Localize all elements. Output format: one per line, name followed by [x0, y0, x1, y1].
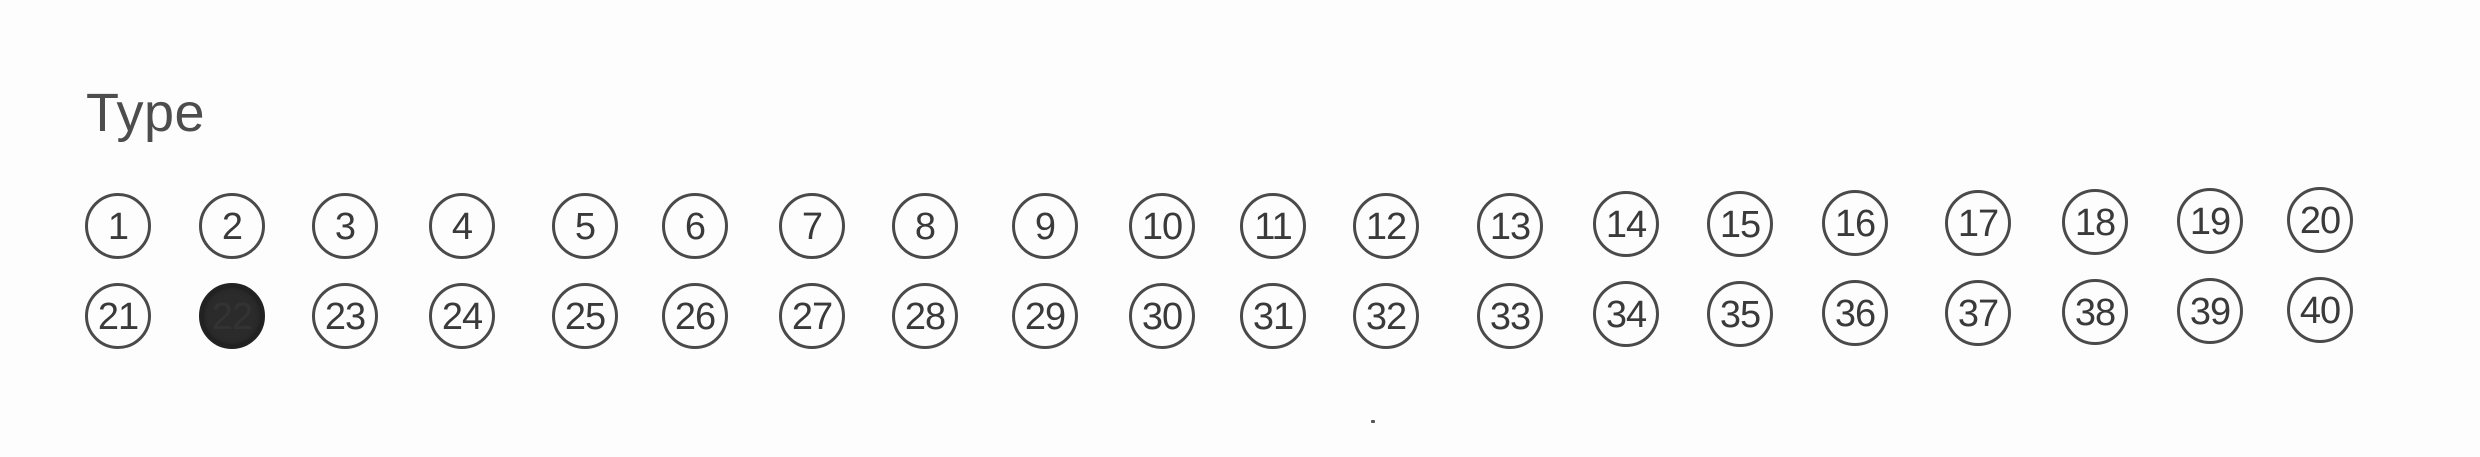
bubble-label: 32 [1365, 295, 1407, 338]
bubble-option[interactable]: 6 [662, 193, 728, 259]
bubble-option[interactable]: 9 [1012, 193, 1078, 259]
bubble-option[interactable]: 16 [1822, 190, 1888, 256]
bubble-label: 14 [1605, 203, 1647, 246]
bubble-label: 28 [904, 295, 946, 338]
bubble-label: 36 [1834, 292, 1876, 335]
bubble-label: 34 [1605, 293, 1647, 336]
bubble-label: 10 [1141, 205, 1183, 248]
stray-pencil-mark [1371, 420, 1375, 423]
bubble-option[interactable]: 20 [2287, 187, 2353, 253]
bubble-label: 24 [441, 295, 483, 338]
bubble-option[interactable]: 22 [199, 283, 265, 349]
bubble-option[interactable]: 30 [1129, 283, 1195, 349]
bubble-option[interactable]: 17 [1945, 190, 2011, 256]
bubble-option[interactable]: 26 [662, 283, 728, 349]
bubble-label: 8 [914, 205, 936, 248]
bubble-label: 35 [1719, 293, 1761, 336]
bubble-label: 4 [451, 205, 473, 248]
bubble-option[interactable]: 32 [1353, 283, 1419, 349]
bubble-option[interactable]: 29 [1012, 283, 1078, 349]
bubble-option[interactable]: 38 [2062, 279, 2128, 345]
bubble-option[interactable]: 31 [1240, 283, 1306, 349]
bubble-option[interactable]: 24 [429, 283, 495, 349]
bubble-label: 25 [564, 295, 606, 338]
bubble-label: 20 [2299, 199, 2341, 242]
bubble-option[interactable]: 2 [199, 193, 265, 259]
bubble-label: 33 [1489, 295, 1531, 338]
bubble-option[interactable]: 27 [779, 283, 845, 349]
bubble-label: 31 [1252, 295, 1294, 338]
bubble-label: 5 [574, 205, 596, 248]
bubble-option[interactable]: 36 [1822, 280, 1888, 346]
bubble-label: 39 [2189, 290, 2231, 333]
bubble-label: 22 [211, 295, 253, 338]
bubble-label: 38 [2074, 291, 2116, 334]
bubble-label: 17 [1957, 202, 1999, 245]
bubble-row-1: 1 2 3 4 5 6 7 8 9 10 11 12 13 14 15 16 1… [0, 187, 2480, 269]
bubble-option[interactable]: 7 [779, 193, 845, 259]
bubble-option[interactable]: 37 [1945, 280, 2011, 346]
section-title: Type [86, 83, 206, 143]
bubble-option[interactable]: 5 [552, 193, 618, 259]
bubble-option[interactable]: 10 [1129, 193, 1195, 259]
bubble-label: 37 [1957, 292, 1999, 335]
bubble-label: 21 [97, 295, 139, 338]
bubble-label: 18 [2074, 201, 2116, 244]
bubble-option[interactable]: 4 [429, 193, 495, 259]
bubble-label: 23 [324, 295, 366, 338]
bubble-row-2: 21 22 23 24 25 26 27 28 29 30 31 32 33 3… [0, 277, 2480, 359]
bubble-label: 29 [1024, 295, 1066, 338]
bubble-option[interactable]: 1 [85, 193, 151, 259]
bubble-option[interactable]: 13 [1477, 193, 1543, 259]
bubble-label: 3 [334, 205, 356, 248]
bubble-option[interactable]: 33 [1477, 283, 1543, 349]
bubble-label: 11 [1254, 205, 1292, 248]
bubble-option[interactable]: 25 [552, 283, 618, 349]
bubble-label: 6 [684, 205, 706, 248]
bubble-option[interactable]: 40 [2287, 277, 2353, 343]
bubble-option[interactable]: 28 [892, 283, 958, 349]
bubble-label: 26 [674, 295, 716, 338]
bubble-label: 12 [1365, 205, 1407, 248]
bubble-label: 9 [1034, 205, 1056, 248]
bubble-option[interactable]: 11 [1240, 193, 1306, 259]
bubble-label: 16 [1834, 202, 1876, 245]
bubble-option[interactable]: 34 [1593, 281, 1659, 347]
bubble-option[interactable]: 19 [2177, 188, 2243, 254]
bubble-label: 2 [221, 205, 243, 248]
bubble-option[interactable]: 18 [2062, 189, 2128, 255]
bubble-label: 27 [791, 295, 833, 338]
bubble-label: 13 [1489, 205, 1531, 248]
bubble-label: 19 [2189, 200, 2231, 243]
bubble-option[interactable]: 21 [85, 283, 151, 349]
bubble-label: 15 [1719, 203, 1761, 246]
bubble-option[interactable]: 39 [2177, 278, 2243, 344]
bubble-label: 1 [107, 205, 129, 248]
bubble-option[interactable]: 14 [1593, 191, 1659, 257]
bubble-option[interactable]: 15 [1707, 191, 1773, 257]
bubble-option[interactable]: 35 [1707, 281, 1773, 347]
bubble-label: 7 [801, 205, 823, 248]
bubble-option[interactable]: 3 [312, 193, 378, 259]
bubble-option[interactable]: 8 [892, 193, 958, 259]
bubble-label: 40 [2299, 289, 2341, 332]
bubble-option[interactable]: 23 [312, 283, 378, 349]
bubble-option[interactable]: 12 [1353, 193, 1419, 259]
bubble-label: 30 [1141, 295, 1183, 338]
